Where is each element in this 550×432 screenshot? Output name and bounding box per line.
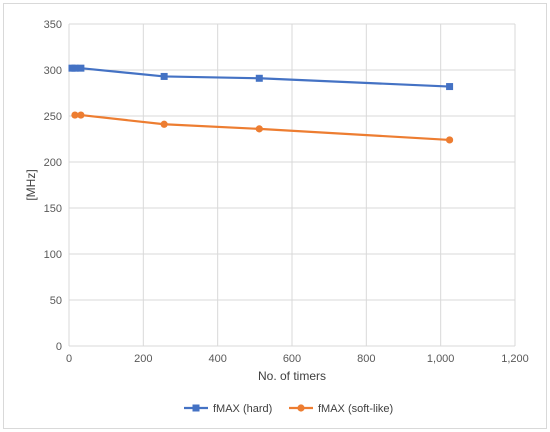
x-tick-label: 600 xyxy=(283,353,301,365)
data-point-circle xyxy=(445,136,454,144)
y-tick-label: 200 xyxy=(44,157,62,169)
data-point-circle xyxy=(160,120,168,128)
x-tick-label: 0 xyxy=(66,353,72,365)
data-point-circle xyxy=(71,111,79,119)
data-point-square xyxy=(446,83,454,91)
x-axis-title: No. of timers xyxy=(258,369,326,383)
legend-marker-square xyxy=(192,404,200,412)
x-tick-label: 1,200 xyxy=(501,353,529,365)
y-tick-label: 250 xyxy=(44,111,62,123)
x-tick-label: 200 xyxy=(134,353,152,365)
x-tick-label: 800 xyxy=(357,353,375,365)
y-tick-label: 150 xyxy=(44,203,62,215)
legend-marker-circle xyxy=(297,404,305,412)
legend-label-2: fMAX (soft-like) xyxy=(318,403,393,415)
legend-label-1: fMAX (hard) xyxy=(213,403,272,415)
y-tick-label: 300 xyxy=(44,65,62,77)
x-tick-label: 1,000 xyxy=(427,353,455,365)
data-point-circle xyxy=(255,125,263,133)
y-axis-title: [MHz] xyxy=(24,169,38,200)
data-point-square xyxy=(160,72,168,80)
data-point-square xyxy=(71,64,79,72)
y-tick-label: 350 xyxy=(44,19,62,31)
data-point-square xyxy=(77,64,85,72)
chart-area: 0 50 100 150 200 250 300 350 0 200 400 600 800 1,000 1… xyxy=(3,3,547,429)
y-tick-label: 50 xyxy=(50,295,62,307)
line-chart: 0 50 100 150 200 250 300 350 0 200 400 600 800 1,000 1… xyxy=(24,19,529,415)
y-tick-label: 0 xyxy=(56,341,62,353)
y-tick-label: 100 xyxy=(44,249,62,261)
data-point-square xyxy=(255,74,263,82)
x-tick-label: 400 xyxy=(208,353,226,365)
data-point-circle xyxy=(77,111,85,119)
